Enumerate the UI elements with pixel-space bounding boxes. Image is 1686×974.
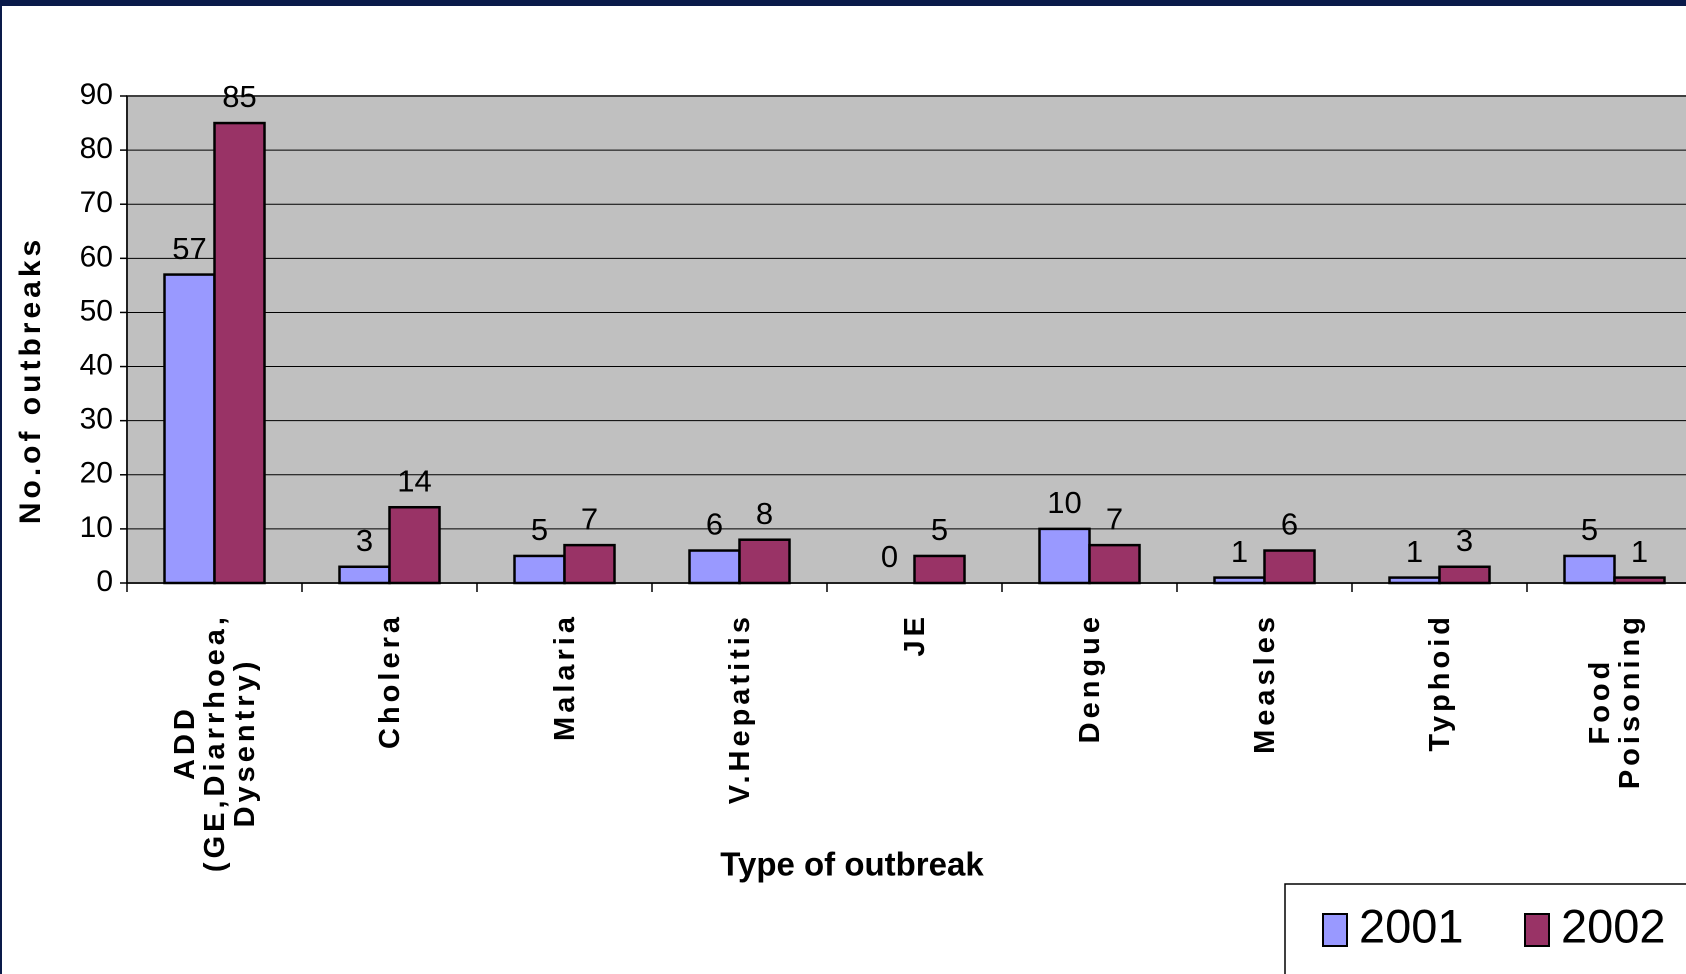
data-label: 1 bbox=[1631, 534, 1648, 569]
bar bbox=[1038, 527, 1091, 585]
bar bbox=[1388, 576, 1441, 585]
legend-swatch bbox=[1524, 913, 1550, 947]
bar bbox=[1263, 549, 1316, 585]
data-label: 3 bbox=[1456, 523, 1473, 558]
y-tick-label: 30 bbox=[80, 403, 113, 436]
data-label: 10 bbox=[1047, 485, 1081, 520]
x-tick-label: Measles bbox=[1248, 613, 1281, 754]
left-border bbox=[0, 0, 2, 974]
data-label: 7 bbox=[581, 501, 598, 536]
y-tick-label: 0 bbox=[96, 565, 113, 598]
legend-box bbox=[1284, 883, 1686, 974]
bar bbox=[163, 273, 216, 585]
bar bbox=[563, 543, 616, 585]
data-label: 8 bbox=[756, 496, 773, 531]
data-label: 14 bbox=[397, 463, 431, 498]
bar bbox=[338, 565, 391, 585]
y-tick-label: 50 bbox=[80, 294, 113, 327]
x-tick-label: V.Hepatitis bbox=[723, 613, 756, 805]
data-label: 0 bbox=[881, 539, 898, 574]
x-tick-label: Typhoid bbox=[1423, 613, 1456, 752]
legend-label: 2001 bbox=[1359, 899, 1464, 952]
data-label: 7 bbox=[1106, 501, 1123, 536]
data-label: 3 bbox=[356, 523, 373, 558]
bar bbox=[1438, 565, 1491, 585]
y-tick-label: 40 bbox=[80, 348, 113, 381]
legend-label: 2002 bbox=[1561, 899, 1666, 952]
data-label: 6 bbox=[706, 507, 723, 542]
y-tick-label: 90 bbox=[80, 78, 113, 111]
y-axis-title: No.of outbreaks bbox=[14, 236, 47, 524]
y-tick-label: 80 bbox=[80, 132, 113, 165]
y-tick-label: 20 bbox=[80, 457, 113, 490]
legend: 2001 2002 bbox=[1284, 883, 1686, 974]
bar bbox=[213, 121, 266, 585]
bar bbox=[513, 554, 566, 585]
bar bbox=[388, 505, 441, 585]
legend-swatch bbox=[1322, 913, 1348, 947]
y-tick-label: 10 bbox=[80, 511, 113, 544]
data-label: 1 bbox=[1231, 534, 1248, 569]
x-tick-label: Cholera bbox=[373, 613, 406, 749]
y-tick-label: 60 bbox=[80, 240, 113, 273]
bar bbox=[738, 538, 791, 585]
data-label: 6 bbox=[1281, 507, 1298, 542]
top-border bbox=[0, 0, 1686, 6]
x-tick-label: Food Poisoning bbox=[1583, 613, 1646, 790]
data-label: 5 bbox=[1581, 512, 1598, 547]
x-axis-title: Type of outbreak bbox=[720, 846, 984, 883]
x-tick-label: Malaria bbox=[548, 613, 581, 741]
y-tick-label: 70 bbox=[80, 186, 113, 219]
x-tick-label: ADD (GE,Diarrhoea, Dysentry) bbox=[168, 613, 261, 873]
data-label: 5 bbox=[931, 512, 948, 547]
data-label: 85 bbox=[222, 79, 256, 114]
bar bbox=[1213, 576, 1266, 585]
x-tick-label: Dengue bbox=[1073, 613, 1106, 744]
plot-area bbox=[126, 95, 1686, 584]
data-label: 57 bbox=[172, 231, 206, 266]
data-label: 5 bbox=[531, 512, 548, 547]
bar bbox=[1613, 576, 1666, 585]
data-label: 1 bbox=[1406, 534, 1423, 569]
bar bbox=[688, 549, 741, 585]
bar bbox=[1088, 543, 1141, 585]
x-tick-label: JE bbox=[898, 613, 931, 657]
bar bbox=[913, 554, 966, 585]
bar bbox=[1563, 554, 1616, 585]
